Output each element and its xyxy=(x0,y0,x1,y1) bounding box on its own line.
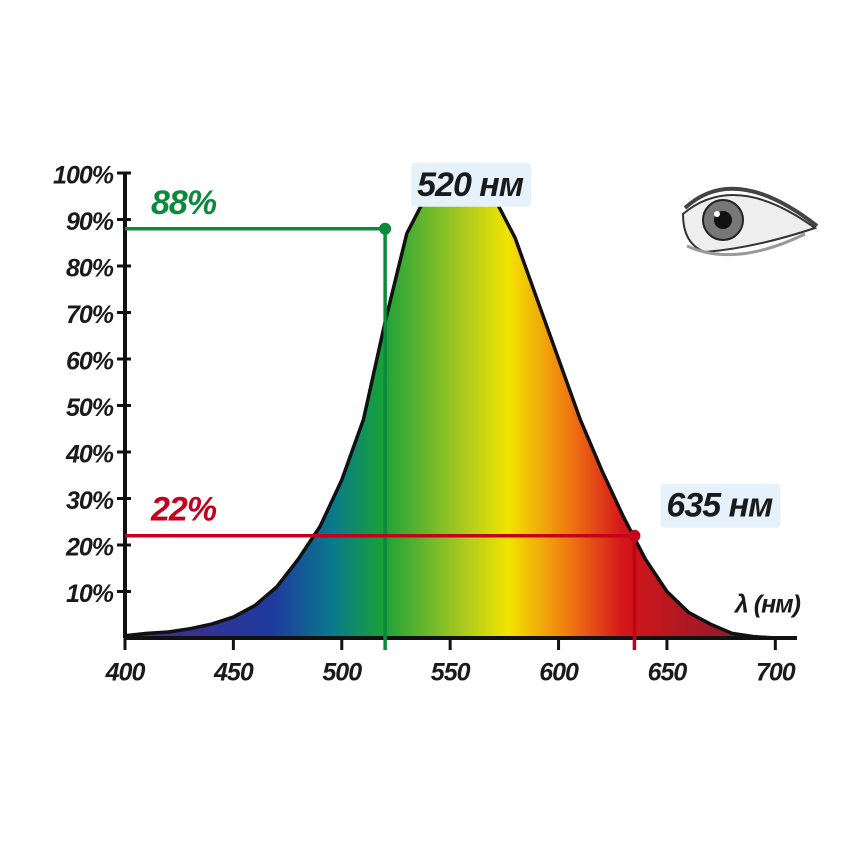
y-tick-label: 30% xyxy=(66,487,114,515)
y-tick-label: 20% xyxy=(65,534,114,562)
y-tick-label: 40% xyxy=(65,441,114,469)
x-tick-label: 550 xyxy=(431,659,471,687)
annotation-percent: 22% xyxy=(150,491,217,529)
annotation-box xyxy=(660,483,781,528)
annotation-point xyxy=(628,529,641,542)
annotation-wavelength: 635 нм xyxy=(666,487,773,525)
y-tick-label: 90% xyxy=(66,208,114,236)
annotation-wavelength: 520 нм xyxy=(417,166,524,204)
x-tick-label: 700 xyxy=(756,659,796,687)
x-tick-label: 450 xyxy=(213,659,254,687)
area-fill xyxy=(125,173,776,638)
y-tick-label: 70% xyxy=(66,301,114,329)
x-tick-label: 400 xyxy=(105,659,146,687)
y-tick-label: 100% xyxy=(53,162,114,190)
x-tick-label: 500 xyxy=(322,659,362,687)
y-tick-label: 80% xyxy=(66,255,114,283)
x-axis-label: λ (нм) xyxy=(733,591,801,619)
eye-icon xyxy=(681,186,819,257)
y-tick-label: 50% xyxy=(66,394,114,422)
x-tick-label: 650 xyxy=(648,659,688,687)
annotation-box xyxy=(411,162,532,207)
y-tick-label: 60% xyxy=(66,348,114,376)
annotation-percent: 88% xyxy=(151,184,217,222)
annotation-point xyxy=(379,222,392,235)
x-tick-label: 600 xyxy=(539,659,579,687)
y-tick-label: 10% xyxy=(66,580,114,608)
